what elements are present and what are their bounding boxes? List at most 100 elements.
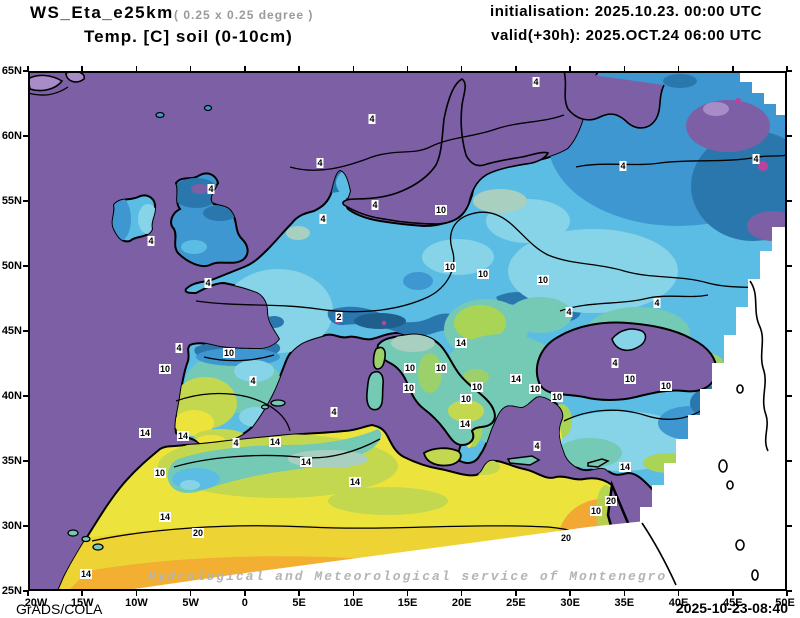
contour-label-14: 14 [176,431,190,441]
y-axis-label-60N: 60N [1,130,22,142]
y-axis-label-50N: 50N [1,260,22,272]
axis-tick [787,395,792,397]
cyprus [587,458,610,468]
axis-tick [244,591,246,596]
contour-label-4: 4 [533,441,541,451]
out-of-domain-coastlines [641,280,769,586]
axis-tick [406,66,409,71]
axis-tick [352,66,355,71]
contour-label-4: 4 [207,184,215,194]
balearic-islands [270,399,286,407]
contour-label-10: 10 [476,269,490,279]
axis-tick [569,591,571,596]
contour-label-10: 10 [434,363,448,373]
baltic-sea [342,78,550,225]
contour-label-4: 4 [532,77,540,87]
axis-tick [23,70,28,72]
y-axis-label-30N: 30N [1,520,22,532]
contour-label-4: 4 [249,376,257,386]
white-sea [563,71,665,129]
x-axis-label-25E: 25E [506,597,526,609]
iceland-contour [28,86,69,96]
contour-label-14: 14 [299,457,313,467]
corsica [372,346,386,370]
contour-label-14: 14 [509,374,523,384]
axis-tick [787,135,792,137]
axis-tick [23,525,28,527]
contour-label-10: 10 [470,382,484,392]
axis-tick [23,135,28,137]
contour-label-10: 10 [589,506,603,516]
contour-label-4: 4 [752,154,760,164]
axis-tick [352,591,355,596]
axis-tick [732,591,734,596]
axis-tick [677,591,680,596]
axis-tick [569,66,571,71]
temperature-shading-italy [391,334,484,422]
contour-label-10: 10 [153,468,167,478]
contour-label-2: 2 [335,312,343,322]
axis-tick [244,66,246,71]
axis-tick [135,66,138,71]
grads-credit: GrADS/COLA [16,601,103,617]
axis-tick [787,265,792,267]
shetland-islands [203,104,213,112]
contour-label-10: 10 [623,374,637,384]
valid-time: valid(+30h): 2025.OCT.24 06:00 UTC [491,27,762,44]
contour-label-14: 14 [79,569,93,579]
axis-tick [460,66,463,71]
axis-tick [787,200,792,202]
model-title: WS_Eta_e25km [30,3,174,22]
domain-cut-top-right [740,71,787,115]
x-axis-label-5W: 5W [182,597,199,609]
axis-tick [787,330,792,332]
axis-tick [23,590,28,592]
contour-label-14: 14 [458,419,472,429]
contour-label-10: 10 [443,262,457,272]
axis-tick [81,66,83,71]
axis-tick [406,591,409,596]
contour-label-10: 10 [222,348,236,358]
y-axis-label-40N: 40N [1,390,22,402]
axis-tick [623,591,626,596]
x-axis-label-40E: 40E [668,597,689,609]
canary-island-2 [81,535,91,543]
balearic-islands-2 [260,404,270,410]
temperature-contour-lines [91,114,787,544]
contour-label-20: 20 [559,533,573,543]
initialisation-time: initialisation: 2025.10.23. 00:00 UTC [490,3,762,20]
x-axis-label-50E: 50E [775,597,795,609]
axis-tick [786,66,788,71]
x-axis-label-15W: 15W [70,597,94,609]
x-axis-label-45E: 45E [722,597,743,609]
axis-tick [135,591,138,596]
axis-tick [787,590,792,592]
contour-label-10: 10 [403,363,417,373]
axis-tick [298,66,300,71]
domain-cut-south [120,520,656,591]
x-axis-label-20W: 20W [24,597,48,609]
map-frame [28,71,787,591]
creation-timestamp: 2025-10-23-08:40 [675,600,788,616]
contour-label-4: 4 [330,407,338,417]
contour-label-4: 4 [619,161,627,171]
contour-label-10: 10 [402,383,416,393]
forecast-map: Hydrological and Meteorological service … [28,71,787,591]
contour-label-20: 20 [604,496,618,506]
axis-tick [515,66,517,71]
watermark: Hydrological and Meteorological service … [147,569,668,584]
axis-tick [27,591,29,596]
y-axis-label-45N: 45N [1,325,22,337]
y-axis-label-55N: 55N [1,195,22,207]
variable-title: Temp. [C] soil (0-10cm) [84,27,293,46]
sicily [422,447,462,467]
contour-label-4: 4 [147,236,155,246]
canary-island-3 [92,543,104,551]
x-axis-label-5E: 5E [292,597,306,609]
domain-cut-east [608,227,787,591]
axis-tick [81,591,83,596]
contour-label-4: 4 [611,358,619,368]
contour-label-10: 10 [459,394,473,404]
axis-tick [787,525,792,527]
